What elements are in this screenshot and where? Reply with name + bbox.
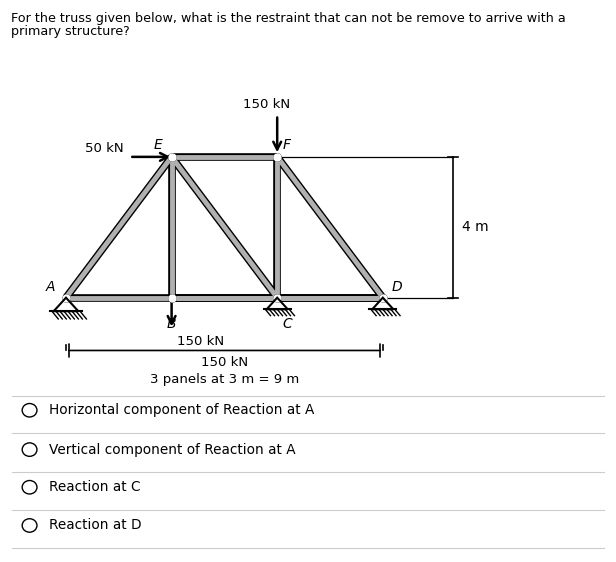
Text: A: A	[46, 280, 55, 294]
Text: 150 kN: 150 kN	[201, 356, 248, 369]
Text: Reaction at C: Reaction at C	[49, 481, 141, 494]
Text: 150 kN: 150 kN	[243, 98, 290, 111]
Text: E: E	[154, 138, 163, 152]
Text: F: F	[283, 138, 291, 152]
Text: 150 kN: 150 kN	[177, 334, 224, 348]
Text: Reaction at D: Reaction at D	[49, 519, 142, 532]
Text: 3 panels at 3 m = 9 m: 3 panels at 3 m = 9 m	[150, 373, 299, 386]
Text: Horizontal component of Reaction at A: Horizontal component of Reaction at A	[49, 404, 315, 417]
Text: D: D	[392, 280, 402, 294]
Text: B: B	[167, 317, 176, 331]
Text: Vertical component of Reaction at A: Vertical component of Reaction at A	[49, 443, 296, 456]
Text: C: C	[283, 317, 292, 331]
Text: 50 kN: 50 kN	[86, 142, 124, 155]
Text: 4 m: 4 m	[462, 220, 488, 234]
Text: primary structure?: primary structure?	[11, 25, 130, 38]
Text: For the truss given below, what is the restraint that can not be remove to arriv: For the truss given below, what is the r…	[11, 12, 566, 25]
